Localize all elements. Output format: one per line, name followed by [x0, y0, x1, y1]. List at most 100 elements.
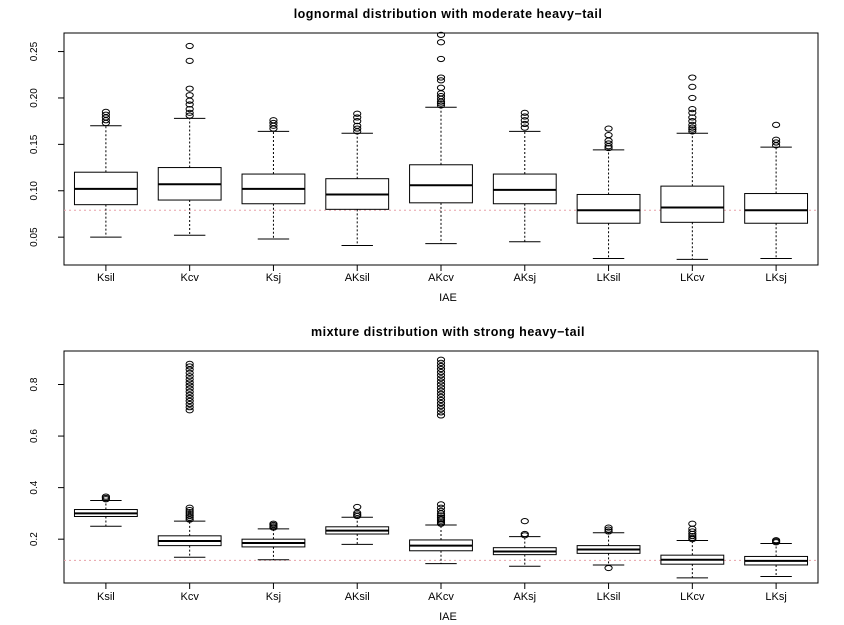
x-tick-label: Kcv [180, 591, 199, 603]
outlier-point [185, 373, 194, 380]
outlier-point [185, 401, 194, 408]
outlier-point [688, 121, 697, 128]
outlier-point [185, 360, 194, 367]
outlier-point [185, 397, 194, 405]
outlier-point [185, 92, 194, 99]
outlier-point [604, 524, 613, 531]
outlier-point [185, 42, 194, 50]
panel-bottom: mixture distribution with strong heavy−t… [29, 325, 819, 623]
x-tick-label: Ksil [97, 591, 115, 603]
outlier-point [436, 390, 446, 397]
outlier-point [520, 532, 529, 539]
outlier-point [436, 74, 446, 81]
outlier-point [353, 503, 362, 511]
outlier-point [436, 378, 446, 385]
outlier-point [185, 105, 194, 113]
outlier-point [688, 532, 697, 540]
outlier-point [185, 376, 194, 383]
outlier-point [185, 509, 194, 516]
x-tick-label: AKcv [428, 591, 454, 603]
y-tick-label: 0.10 [29, 181, 40, 201]
outlier-point [520, 109, 529, 116]
outlier-point [436, 362, 446, 370]
outlier-point [101, 493, 110, 500]
outlier-point [772, 537, 781, 544]
outlier-point [520, 530, 529, 538]
outlier-point [520, 124, 529, 131]
outlier-point [269, 119, 278, 127]
outlier-point [436, 356, 446, 363]
x-tick-label: AKsil [345, 591, 370, 603]
outlier-point [185, 391, 194, 398]
chart-title-bottom: mixture distribution with strong heavy−t… [311, 325, 585, 339]
outlier-point [688, 118, 697, 125]
x-tick-label: Kcv [180, 272, 199, 284]
x-axis-label-top: IAE [439, 292, 457, 304]
x-tick-label: AKcv [428, 272, 454, 284]
outlier-point [688, 126, 697, 133]
outlier-point [520, 113, 529, 120]
x-tick-label: AKsil [345, 272, 370, 284]
outlier-point [436, 501, 446, 508]
outlier-point [604, 526, 613, 533]
outlier-point [688, 528, 697, 535]
x-tick-label: LKsil [597, 272, 621, 284]
outlier-point [269, 520, 278, 527]
outlier-point [185, 510, 194, 518]
y-tick-label: 0.2 [29, 532, 40, 546]
outlier-point [353, 118, 362, 125]
y-tick-label: 0.25 [29, 41, 40, 61]
outlier-point [185, 101, 194, 108]
outlier-point [353, 110, 362, 117]
outlier-point [185, 369, 194, 377]
outlier-point [436, 39, 446, 46]
outlier-point [436, 372, 446, 379]
outlier-point [436, 507, 446, 514]
outlier-point [353, 122, 362, 129]
outlier-point [772, 136, 781, 143]
outlier-point [436, 504, 446, 511]
outlier-point [436, 387, 446, 394]
outlier-point [185, 394, 194, 402]
outlier-point [436, 514, 446, 521]
outlier-point [436, 84, 446, 91]
outlier-point [688, 74, 697, 81]
outlier-point [436, 369, 446, 376]
panel-top: lognormal distribution with moderate hea… [29, 7, 819, 304]
outlier-point [604, 528, 613, 535]
outlier-point [185, 404, 194, 411]
outlier-point [436, 406, 446, 413]
marks-bottom: 0.2 0.4 0.6 0.8 Ksil Kcv Ksj AKsil AKcv AKsj LKsil… [29, 356, 818, 603]
outlier-point [436, 375, 446, 382]
outlier-point [688, 83, 697, 90]
outlier-point [436, 77, 446, 84]
outlier-point [185, 504, 194, 511]
outlier-point [436, 55, 446, 63]
outlier-point [436, 399, 446, 407]
outlier-point [688, 94, 697, 102]
outlier-point [269, 117, 278, 124]
outlier-point [185, 97, 194, 104]
outlier-point [185, 85, 194, 92]
x-tick-label: AKsj [513, 272, 536, 284]
outlier-point [353, 125, 362, 132]
outlier-point [353, 509, 362, 516]
outlier-point [688, 520, 697, 527]
y-tick-label: 0.15 [29, 134, 40, 154]
outlier-point [688, 109, 697, 116]
outlier-point [520, 117, 529, 124]
x-tick-label: LKcv [680, 272, 705, 284]
outlier-point [436, 412, 446, 419]
outlier-point [185, 407, 194, 414]
outlier-point [436, 102, 446, 109]
outlier-point [436, 409, 446, 416]
outlier-point [688, 128, 697, 135]
box-body [576, 193, 641, 224]
x-tick-label: Ksil [97, 272, 115, 284]
outlier-point [688, 114, 697, 121]
outlier-point [185, 506, 194, 514]
box-body [744, 193, 809, 224]
outlier-point [436, 512, 446, 519]
y-tick-label: 0.8 [29, 377, 40, 391]
